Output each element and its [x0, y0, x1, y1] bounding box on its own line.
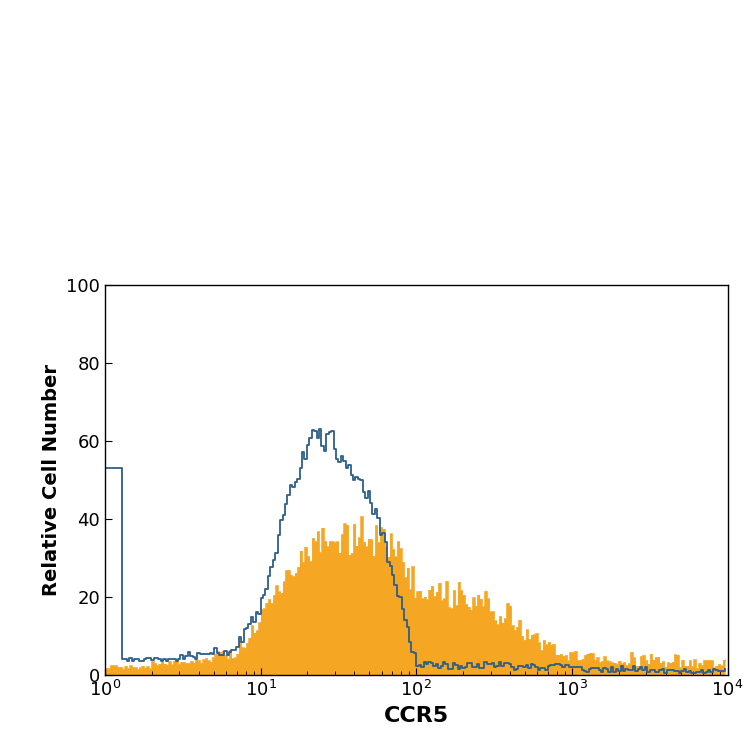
Y-axis label: Relative Cell Number: Relative Cell Number [42, 364, 61, 596]
X-axis label: CCR5: CCR5 [384, 706, 448, 725]
